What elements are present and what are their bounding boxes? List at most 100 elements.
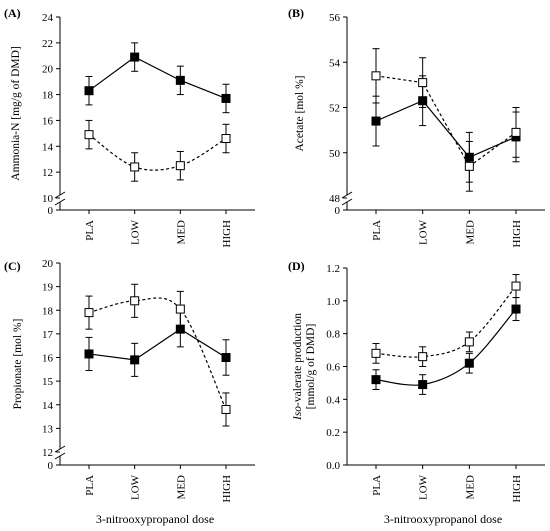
data-point-series-1 <box>84 349 94 359</box>
data-point-series-2 <box>130 162 140 172</box>
y-tick-label: 18 <box>42 90 54 102</box>
panel-a: (A) 010 12 14 16 18 20 22 24 PLA LOW MED HIGH Ammonia… <box>4 6 255 248</box>
x-tick-label: LOW <box>418 474 430 500</box>
data-point-series-2 <box>221 134 231 144</box>
y-tick-label: 19 <box>42 282 54 294</box>
y-tick-label: 10 <box>42 193 54 205</box>
data-point-series-1 <box>84 86 94 96</box>
data-point-series-1 <box>221 353 231 362</box>
x-tick-label: HIGH <box>221 475 233 503</box>
data-point-series-1 <box>464 358 474 368</box>
data-point-series-2 <box>511 281 521 291</box>
axis-break-mark <box>54 191 66 199</box>
y-tick-label: 0.0 <box>326 460 340 472</box>
y-tick-label: 0.2 <box>326 427 340 439</box>
data-point-series-1 <box>175 75 185 85</box>
x-tick-label: MED <box>175 475 187 500</box>
series-line-2 <box>88 134 227 171</box>
y-tick-label: 15 <box>42 376 54 388</box>
data-point-series-1 <box>371 116 381 126</box>
y-axis-label: Iso-valerate production <box>292 313 304 421</box>
panel-b: (B) 048 50 52 54 56 PLA LOW MED HIGH Acetate [mol … <box>288 6 545 248</box>
y-tick-label: 48 <box>329 193 341 205</box>
data-point-series-2 <box>84 130 94 140</box>
y-tick-label: 20 <box>42 258 54 270</box>
y-tick-label: 12 <box>42 447 53 459</box>
data-point-series-1 <box>130 52 140 62</box>
x-axis-label: 3-nitrooxypropanol dose <box>96 512 214 526</box>
data-point-series-2 <box>175 304 185 314</box>
panel-c: (C) 012 13 14 15 16 17 18 19 20 PLA LOW MED HIGH Propi… <box>4 258 255 526</box>
y-tick-label: 54 <box>329 57 341 69</box>
y-tick-label: 14 <box>42 141 54 153</box>
y-tick-label: 12 <box>42 167 53 179</box>
y-tick-label: 52 <box>329 103 340 115</box>
data-point-series-2 <box>371 71 381 81</box>
series-line-2 <box>375 285 517 358</box>
x-axis-label: 3-nitrooxypropanol dose <box>384 512 502 526</box>
y-tick-label: 1.2 <box>326 263 340 275</box>
data-point-series-2 <box>371 348 381 358</box>
data-point-series-2 <box>511 127 521 137</box>
x-tick-label: LOW <box>130 219 142 245</box>
axis-break-mark <box>341 198 353 206</box>
data-point-series-2 <box>464 161 474 171</box>
data-point-series-2 <box>175 161 185 171</box>
y-tick-label: 1.0 <box>326 296 340 308</box>
y-axis-label: Propionate [mol %] <box>12 319 24 410</box>
axis-break-mark <box>54 198 66 206</box>
series-line-1 <box>88 328 227 361</box>
x-tick-label: PLA <box>371 475 383 496</box>
axis-break-mark <box>341 191 353 199</box>
y-axis-label: Ammonia-N [mg/g of DMD] <box>10 46 22 180</box>
y-tick-label: 22 <box>42 38 53 50</box>
y-tick-label: 16 <box>42 353 54 365</box>
data-point-series-2 <box>221 404 231 414</box>
y-tick-label: 0.4 <box>326 394 340 406</box>
data-point-series-2 <box>418 352 428 362</box>
panel-label: (B) <box>288 6 304 20</box>
panel-d: (D) 0.0 0.2 0.4 0.6 0.8 1.0 1.2 PLA LOW MED HIGH Iso… <box>288 259 545 526</box>
x-tick-label: LOW <box>418 219 430 245</box>
data-point-series-1 <box>221 93 231 103</box>
data-point-series-2 <box>130 296 140 306</box>
series-line-1 <box>375 99 517 159</box>
y-tick-label: 16 <box>42 115 54 127</box>
x-tick-label: LOW <box>130 474 142 500</box>
x-tick-label: PLA <box>371 220 383 241</box>
panel-label: (C) <box>4 259 21 273</box>
x-tick-label: MED <box>464 220 476 245</box>
axis-break-mark <box>54 452 66 460</box>
series-line-2 <box>88 297 227 410</box>
x-tick-label: MED <box>464 475 476 500</box>
series-line-1 <box>375 308 517 386</box>
y-tick-label: 24 <box>42 12 54 24</box>
data-point-series-1 <box>418 380 428 390</box>
x-tick-label: PLA <box>84 475 96 496</box>
data-point-series-2 <box>84 308 94 318</box>
x-tick-label: HIGH <box>511 220 523 248</box>
series-line-2 <box>375 75 517 168</box>
panel-label: (D) <box>288 259 305 273</box>
x-tick-label: PLA <box>84 220 96 241</box>
data-point-series-1 <box>130 355 140 365</box>
x-tick-label: MED <box>175 220 187 245</box>
y-tick-label: 17 <box>42 329 54 341</box>
y-tick-label: 13 <box>42 423 54 435</box>
x-tick-label: HIGH <box>221 220 233 248</box>
y-tick-label: 20 <box>42 64 54 76</box>
data-point-series-2 <box>418 78 428 88</box>
data-point-series-1 <box>371 375 381 385</box>
y-tick-label: 0 <box>48 460 54 472</box>
y-axis-label: Acetate [mol %] <box>294 76 306 152</box>
y-tick-label: 50 <box>329 148 341 160</box>
data-point-series-1 <box>511 304 521 314</box>
x-tick-label: HIGH <box>511 475 523 503</box>
y-tick-label: 56 <box>329 12 341 24</box>
data-point-series-2 <box>464 337 474 347</box>
series-line-1 <box>88 56 227 100</box>
y-tick-label: 0 <box>48 205 54 217</box>
y-tick-label: 18 <box>42 305 54 317</box>
y-tick-label: 14 <box>42 400 54 412</box>
